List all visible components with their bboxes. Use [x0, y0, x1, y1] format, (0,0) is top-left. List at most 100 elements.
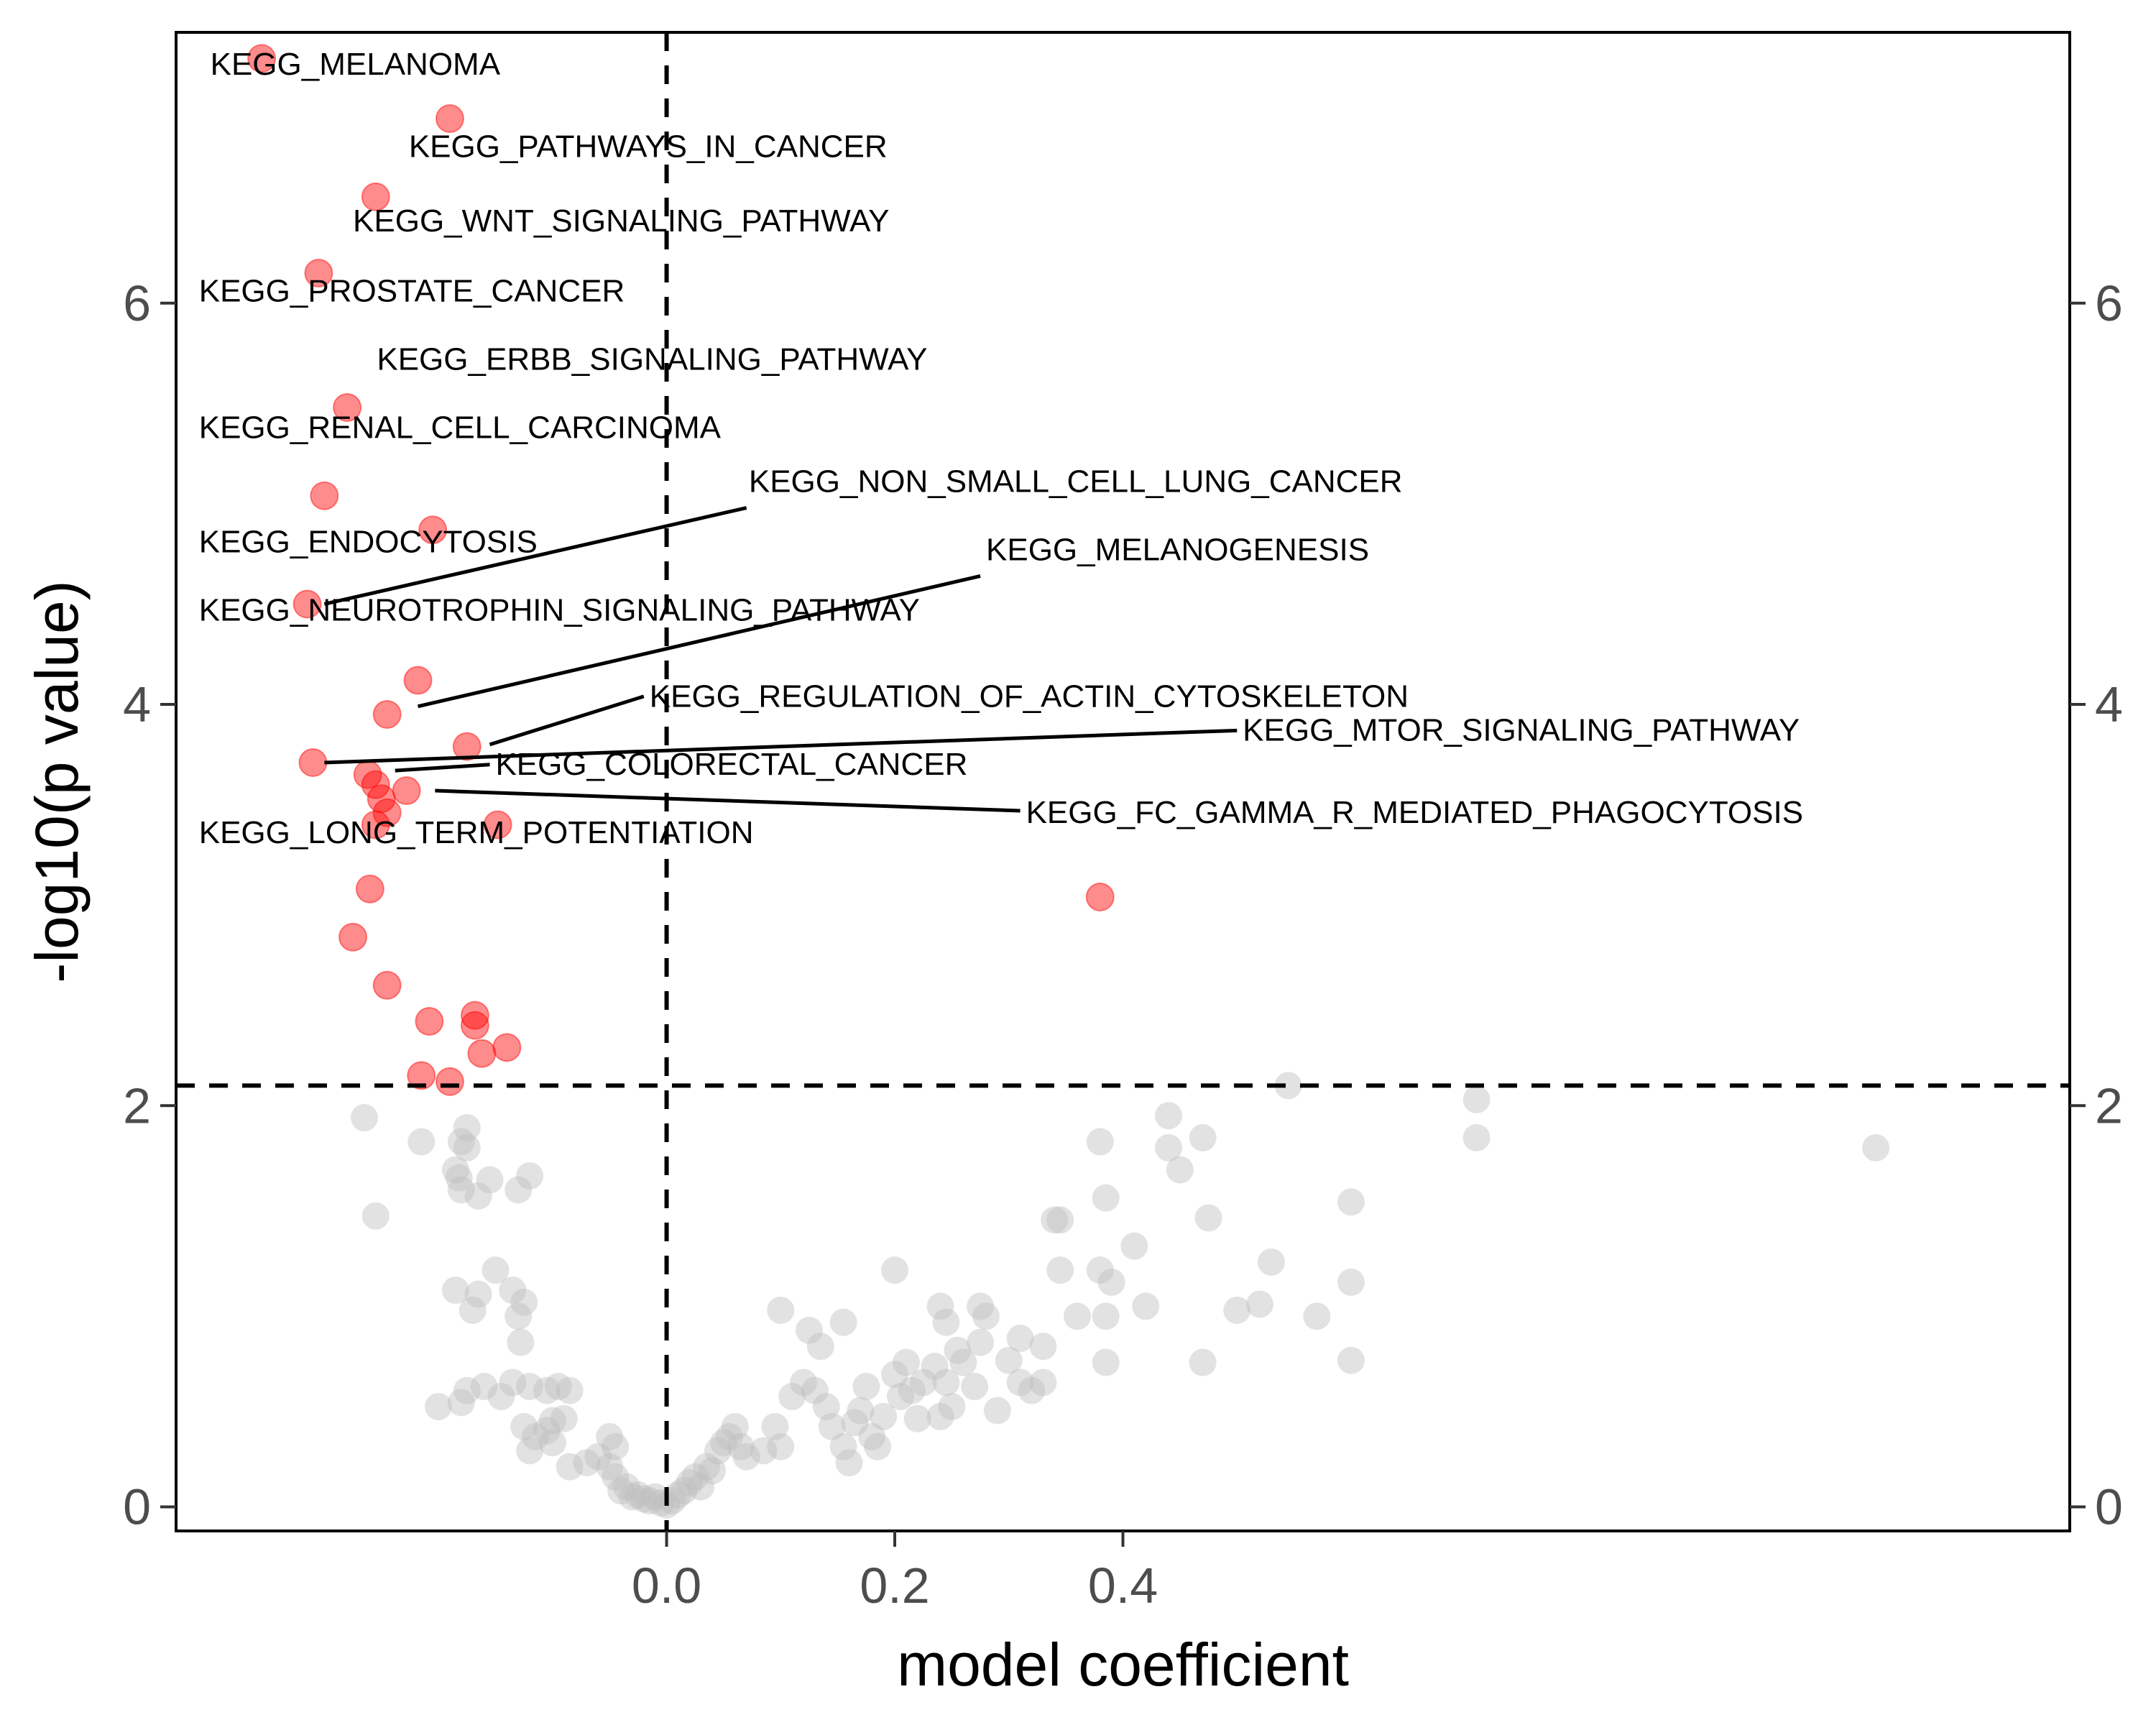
significant-point: [483, 810, 512, 840]
significant-point: [372, 798, 402, 827]
nonsignificant-point: [441, 1276, 469, 1305]
nonsignificant-point: [1086, 1128, 1114, 1156]
y-tick-label-right: 4: [2095, 676, 2123, 732]
nonsignificant-point: [926, 1402, 954, 1430]
nonsignificant-point: [715, 1422, 743, 1450]
significant-point: [403, 666, 433, 695]
nonsignificant-point: [507, 1328, 535, 1356]
nonsignificant-point: [482, 1256, 510, 1284]
y-tick-label-left: 2: [123, 1077, 151, 1133]
significant-point: [333, 392, 362, 422]
nonsignificant-point: [613, 1473, 641, 1501]
nonsignificant-point: [573, 1449, 601, 1477]
label-leader-line: [323, 506, 747, 606]
x-tick-label: 0.0: [632, 1558, 701, 1614]
nonsignificant-point: [944, 1336, 972, 1364]
point-label: KEGG_COLORECTAL_CANCER: [495, 747, 967, 782]
significant-point: [361, 770, 390, 799]
nonsignificant-point: [983, 1397, 1011, 1425]
label-leader-line: [489, 694, 645, 747]
nonsignificant-point: [556, 1453, 584, 1481]
nonsignificant-point: [721, 1412, 749, 1440]
nonsignificant-point: [538, 1429, 566, 1457]
nonsignificant-point: [1154, 1102, 1182, 1130]
nonsignificant-point: [767, 1432, 795, 1460]
significant-point: [310, 481, 339, 510]
nonsignificant-point: [464, 1280, 492, 1308]
nonsignificant-point: [516, 1437, 544, 1465]
nonsignificant-point: [881, 1256, 909, 1284]
nonsignificant-point: [1029, 1368, 1057, 1397]
nonsignificant-point: [1462, 1123, 1491, 1151]
nonsignificant-point: [361, 1202, 390, 1230]
nonsignificant-point: [447, 1389, 475, 1417]
nonsignificant-point: [1274, 1072, 1302, 1100]
significant-point: [361, 182, 390, 211]
nonsignificant-point: [1132, 1292, 1160, 1320]
significant-point: [338, 922, 368, 952]
nonsignificant-point: [995, 1346, 1023, 1374]
significant-point: [452, 732, 482, 761]
nonsignificant-point: [852, 1373, 880, 1401]
nonsignificant-point: [886, 1382, 914, 1410]
nonsignificant-point: [516, 1162, 544, 1190]
nonsignificant-point: [1189, 1348, 1217, 1376]
label-leader-line: [324, 728, 1238, 765]
nonsignificant-point: [499, 1276, 527, 1305]
x-axis-title: model coefficient: [897, 1631, 1349, 1698]
significant-point: [460, 1011, 489, 1040]
nonsignificant-point: [350, 1104, 378, 1132]
point-label: KEGG_PATHWAYS_IN_CANCER: [409, 129, 888, 165]
nonsignificant-point: [453, 1376, 481, 1404]
nonsignificant-point: [641, 1483, 669, 1511]
nonsignificant-point: [932, 1368, 960, 1397]
nonsignificant-point: [556, 1376, 584, 1404]
point-label: KEGG_ERBB_SIGNALING_PATHWAY: [377, 341, 927, 377]
nonsignificant-point: [1120, 1232, 1148, 1260]
nonsignificant-point: [1092, 1348, 1120, 1376]
nonsignificant-point: [778, 1382, 806, 1410]
significant-point: [372, 699, 402, 729]
nonsignificant-point: [607, 1477, 635, 1505]
nonsignificant-point: [818, 1412, 846, 1440]
nonsignificant-point: [670, 1477, 698, 1505]
nonsignificant-point: [1029, 1333, 1057, 1361]
nonsignificant-point: [909, 1368, 937, 1397]
y-tick-label-right: 6: [2095, 275, 2123, 331]
nonsignificant-point: [967, 1292, 995, 1320]
nonsignificant-point: [533, 1417, 561, 1445]
nonsignificant-point: [949, 1348, 977, 1376]
nonsignificant-point: [1092, 1184, 1120, 1212]
nonsignificant-point: [1245, 1290, 1273, 1318]
significant-point: [435, 104, 464, 134]
nonsignificant-point: [470, 1373, 498, 1401]
y-axis-title: -log10(p value): [23, 580, 91, 983]
nonsignificant-point: [972, 1302, 1000, 1330]
point-label: KEGG_MELANOMA: [211, 47, 501, 82]
significant-points-layer: [247, 44, 1115, 1096]
significant-point: [292, 589, 322, 619]
label-leader-line: [395, 763, 490, 773]
nonsignificant-point: [453, 1133, 481, 1162]
nonsignificant-point: [544, 1373, 572, 1401]
significant-point: [392, 776, 421, 806]
nonsignificant-point: [881, 1361, 909, 1389]
nonsignificant-point: [487, 1382, 515, 1410]
nonsignificant-point: [464, 1182, 492, 1210]
y-tick-label-left: 4: [123, 676, 151, 732]
nonsignificant-point: [1154, 1133, 1182, 1162]
significant-point: [418, 515, 448, 545]
point-label: KEGG_MTOR_SIGNALING_PATHWAY: [1243, 713, 1800, 748]
nonsignificant-point: [693, 1453, 721, 1481]
nonsignificant-point: [704, 1437, 732, 1465]
y-tick-label-left: 6: [123, 275, 151, 331]
point-labels-layer: KEGG_MELANOMA KEGG_PATHWAYS_IN_CANCER KEGG…: [199, 47, 1803, 850]
point-label: KEGG_PROSTATE_CANCER: [199, 273, 625, 308]
nonsignificant-point: [676, 1469, 704, 1497]
significant-point: [407, 1061, 436, 1090]
reference-lines-layer: [176, 32, 2070, 1531]
point-label: KEGG_NEUROTROPHIN_SIGNALING_PATHWAY: [199, 592, 920, 627]
nonsignificant-point: [750, 1437, 778, 1465]
significant-point: [367, 784, 396, 814]
